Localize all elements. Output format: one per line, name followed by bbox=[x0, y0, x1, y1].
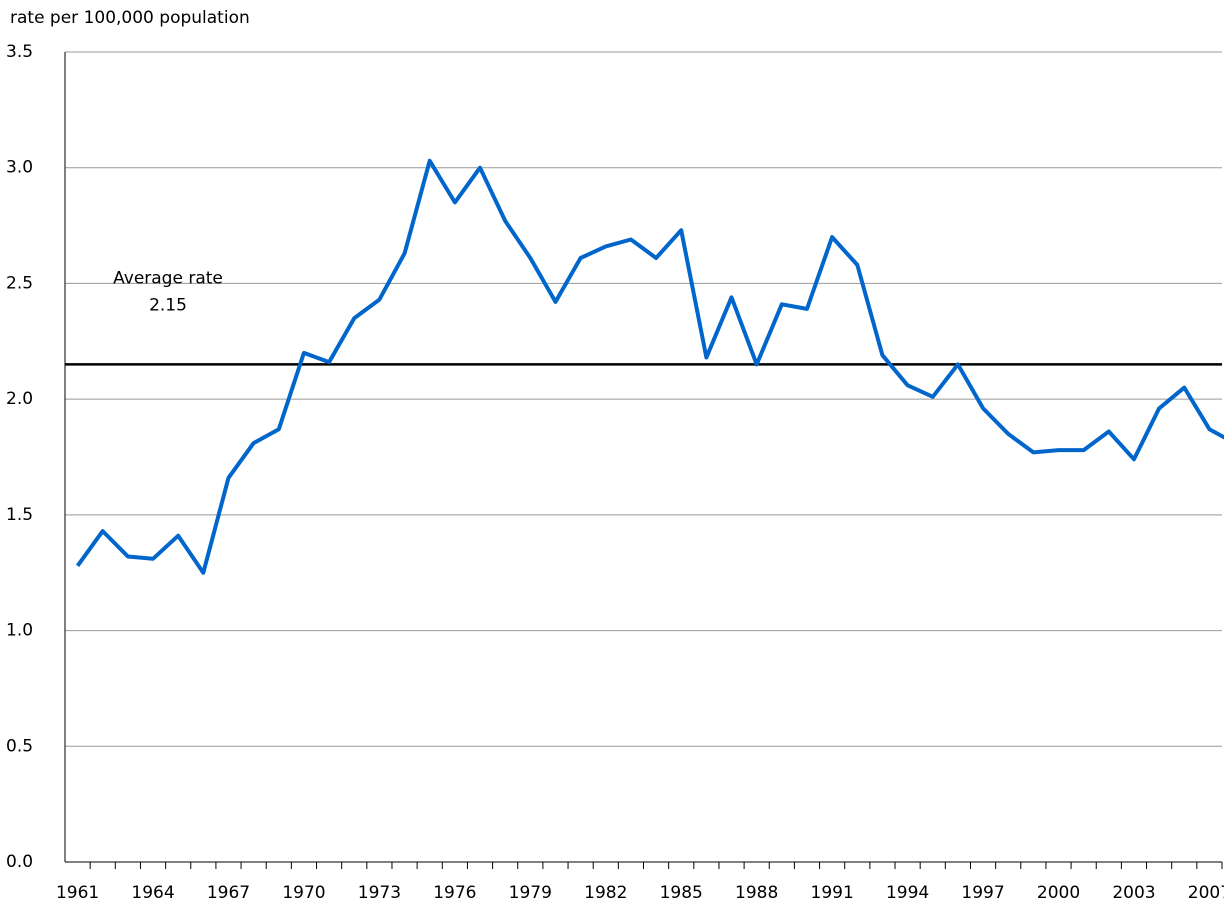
y-axis-label: rate per 100,000 population bbox=[10, 8, 250, 28]
x-tick-label: 1967 bbox=[207, 883, 250, 903]
x-tick-label: 1961 bbox=[56, 883, 99, 903]
y-tick-label: 2.0 bbox=[6, 389, 33, 409]
x-tick-label: 1985 bbox=[660, 883, 703, 903]
average-value: 2.15 bbox=[149, 295, 187, 315]
y-tick-label: 3.5 bbox=[6, 42, 33, 62]
x-tick-label: 1994 bbox=[886, 883, 929, 903]
y-tick-label: 0.5 bbox=[6, 736, 33, 756]
x-tick-label: 2000 bbox=[1037, 883, 1080, 903]
data-line bbox=[75, 158, 1224, 575]
x-tick-label: 1973 bbox=[358, 883, 401, 903]
x-tick-label: 1979 bbox=[509, 883, 552, 903]
y-tick-label: 2.5 bbox=[6, 273, 33, 293]
x-tick-label: 1970 bbox=[282, 883, 325, 903]
x-tick-label: 1988 bbox=[735, 883, 778, 903]
y-tick-label: 3.0 bbox=[6, 158, 33, 178]
x-tick-label: 2003 bbox=[1112, 883, 1155, 903]
x-tick-label: 1976 bbox=[433, 883, 476, 903]
x-tick-label: 2007 bbox=[1188, 883, 1224, 903]
y-tick-label: 0.0 bbox=[6, 852, 33, 872]
x-tick-label: 1991 bbox=[811, 883, 854, 903]
x-tick-label: 1982 bbox=[584, 883, 627, 903]
y-tick-label: 1.0 bbox=[6, 621, 33, 641]
x-tick-label: 1964 bbox=[131, 883, 174, 903]
x-tick-label: 1997 bbox=[961, 883, 1004, 903]
y-tick-label: 1.5 bbox=[6, 505, 33, 525]
average-label: Average rate bbox=[113, 268, 223, 288]
